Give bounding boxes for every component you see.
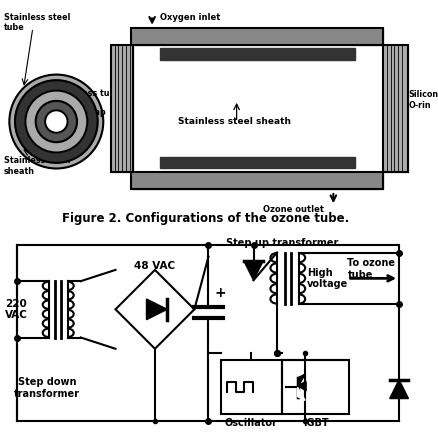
Bar xyxy=(282,360,350,414)
Bar xyxy=(131,172,383,189)
Polygon shape xyxy=(146,299,167,320)
Circle shape xyxy=(45,110,67,133)
Polygon shape xyxy=(298,387,305,400)
Bar xyxy=(131,172,383,189)
Polygon shape xyxy=(390,380,409,399)
Text: IGBT: IGBT xyxy=(303,418,328,428)
Bar xyxy=(159,157,355,169)
Circle shape xyxy=(9,75,103,169)
Text: To ozone
tube: To ozone tube xyxy=(347,258,396,280)
Text: Air gap: Air gap xyxy=(73,108,106,117)
Text: Step down
transformer: Step down transformer xyxy=(14,377,80,399)
Text: Ozone outlet: Ozone outlet xyxy=(263,205,324,214)
Polygon shape xyxy=(298,381,306,391)
Text: Oscillator: Oscillator xyxy=(225,418,278,428)
Bar xyxy=(159,48,355,59)
Bar xyxy=(383,44,407,172)
Polygon shape xyxy=(298,374,305,387)
Text: Stainless steel
tube: Stainless steel tube xyxy=(4,13,70,32)
Bar xyxy=(111,44,133,172)
Bar xyxy=(221,360,282,414)
Circle shape xyxy=(25,91,87,153)
Polygon shape xyxy=(244,261,263,280)
Text: +: + xyxy=(214,286,226,301)
Text: Glass tube: Glass tube xyxy=(73,89,121,98)
Text: Step up transformer: Step up transformer xyxy=(226,238,338,248)
Text: Oxygen inlet: Oxygen inlet xyxy=(159,13,220,22)
Circle shape xyxy=(35,101,77,142)
Text: 48 VAC: 48 VAC xyxy=(134,261,176,271)
Text: Stainless steel
sheath: Stainless steel sheath xyxy=(4,156,70,176)
Bar xyxy=(131,28,383,44)
Bar xyxy=(131,28,383,44)
Text: Stainless steel sheath: Stainless steel sheath xyxy=(178,117,291,126)
Bar xyxy=(111,44,133,172)
Text: High
voltage: High voltage xyxy=(307,268,348,289)
Bar xyxy=(383,44,407,172)
Text: Silicon
O-rin: Silicon O-rin xyxy=(409,90,438,110)
Text: Figure 2. Configurations of the ozone tube.: Figure 2. Configurations of the ozone tu… xyxy=(62,212,349,225)
Text: 220
VAC: 220 VAC xyxy=(5,298,28,320)
Circle shape xyxy=(15,80,98,163)
